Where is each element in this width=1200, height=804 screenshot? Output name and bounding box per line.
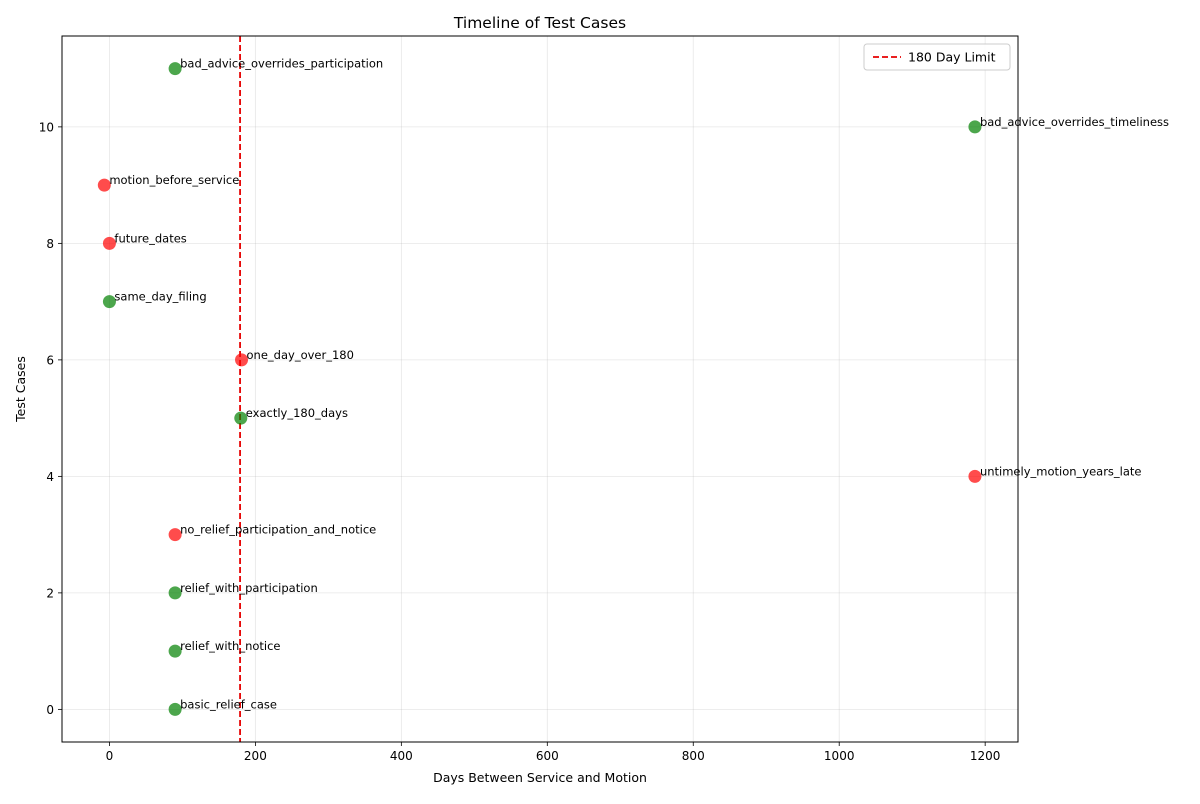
legend-box	[863, 43, 1011, 71]
point-label: one_day_over_180	[247, 348, 354, 362]
point-label: bad_advice_overrides_timeliness	[980, 115, 1169, 129]
x-axis-label: Days Between Service and Motion	[433, 770, 647, 785]
x-axis-ticks: 0 200 400 600 800 1000 1200	[106, 742, 1001, 763]
x-tick-label: 600	[536, 749, 559, 763]
legend: 180 Day Limit	[863, 43, 1011, 71]
x-tick-label: 1200	[970, 749, 1001, 763]
grid	[62, 36, 1018, 742]
legend-label: 180 Day Limit	[908, 50, 996, 65]
y-tick-label: 4	[46, 470, 54, 484]
point-label: relief_with_notice	[180, 639, 280, 653]
y-tick-label: 8	[46, 237, 54, 251]
x-tick-label: 400	[390, 749, 413, 763]
data-point-fail	[168, 528, 182, 542]
point-label: no_relief_participation_and_notice	[180, 523, 376, 537]
x-tick-label: 0	[106, 749, 114, 763]
point-label: untimely_motion_years_late	[980, 464, 1142, 478]
point-label: basic_relief_case	[180, 697, 277, 711]
data-points	[97, 62, 982, 716]
y-axis-ticks: 0 2 4 6 8 10	[39, 120, 62, 717]
point-label: same_day_filing	[114, 290, 206, 304]
data-point-fail	[97, 178, 111, 192]
x-tick-label: 800	[682, 749, 705, 763]
data-point-pass	[168, 62, 182, 76]
chart-title: Timeline of Test Cases	[453, 14, 626, 32]
data-point-pass	[968, 120, 982, 134]
data-point-fail	[968, 469, 982, 483]
data-point-pass	[102, 295, 116, 309]
y-axis-label: Test Cases	[13, 356, 28, 423]
data-point-fail	[235, 353, 249, 367]
point-label: exactly_180_days	[246, 406, 348, 420]
y-tick-label: 6	[46, 353, 54, 367]
y-tick-label: 0	[46, 703, 54, 717]
data-point-pass	[234, 411, 248, 425]
y-tick-label: 2	[46, 586, 54, 600]
point-label: future_dates	[114, 231, 186, 245]
y-tick-label: 10	[39, 120, 54, 134]
x-tick-label: 200	[244, 749, 267, 763]
data-point-fail	[102, 236, 116, 250]
data-point-pass	[168, 644, 182, 658]
data-point-pass	[168, 586, 182, 600]
x-tick-label: 1000	[824, 749, 855, 763]
plot-frame	[61, 35, 1019, 743]
point-label: relief_with_participation	[180, 581, 318, 595]
point-labels: basic_relief_case relief_with_notice relie…	[109, 57, 1169, 712]
point-label: bad_advice_overrides_participation	[180, 57, 383, 71]
point-label: motion_before_service	[109, 173, 239, 187]
data-point-pass	[168, 702, 182, 716]
